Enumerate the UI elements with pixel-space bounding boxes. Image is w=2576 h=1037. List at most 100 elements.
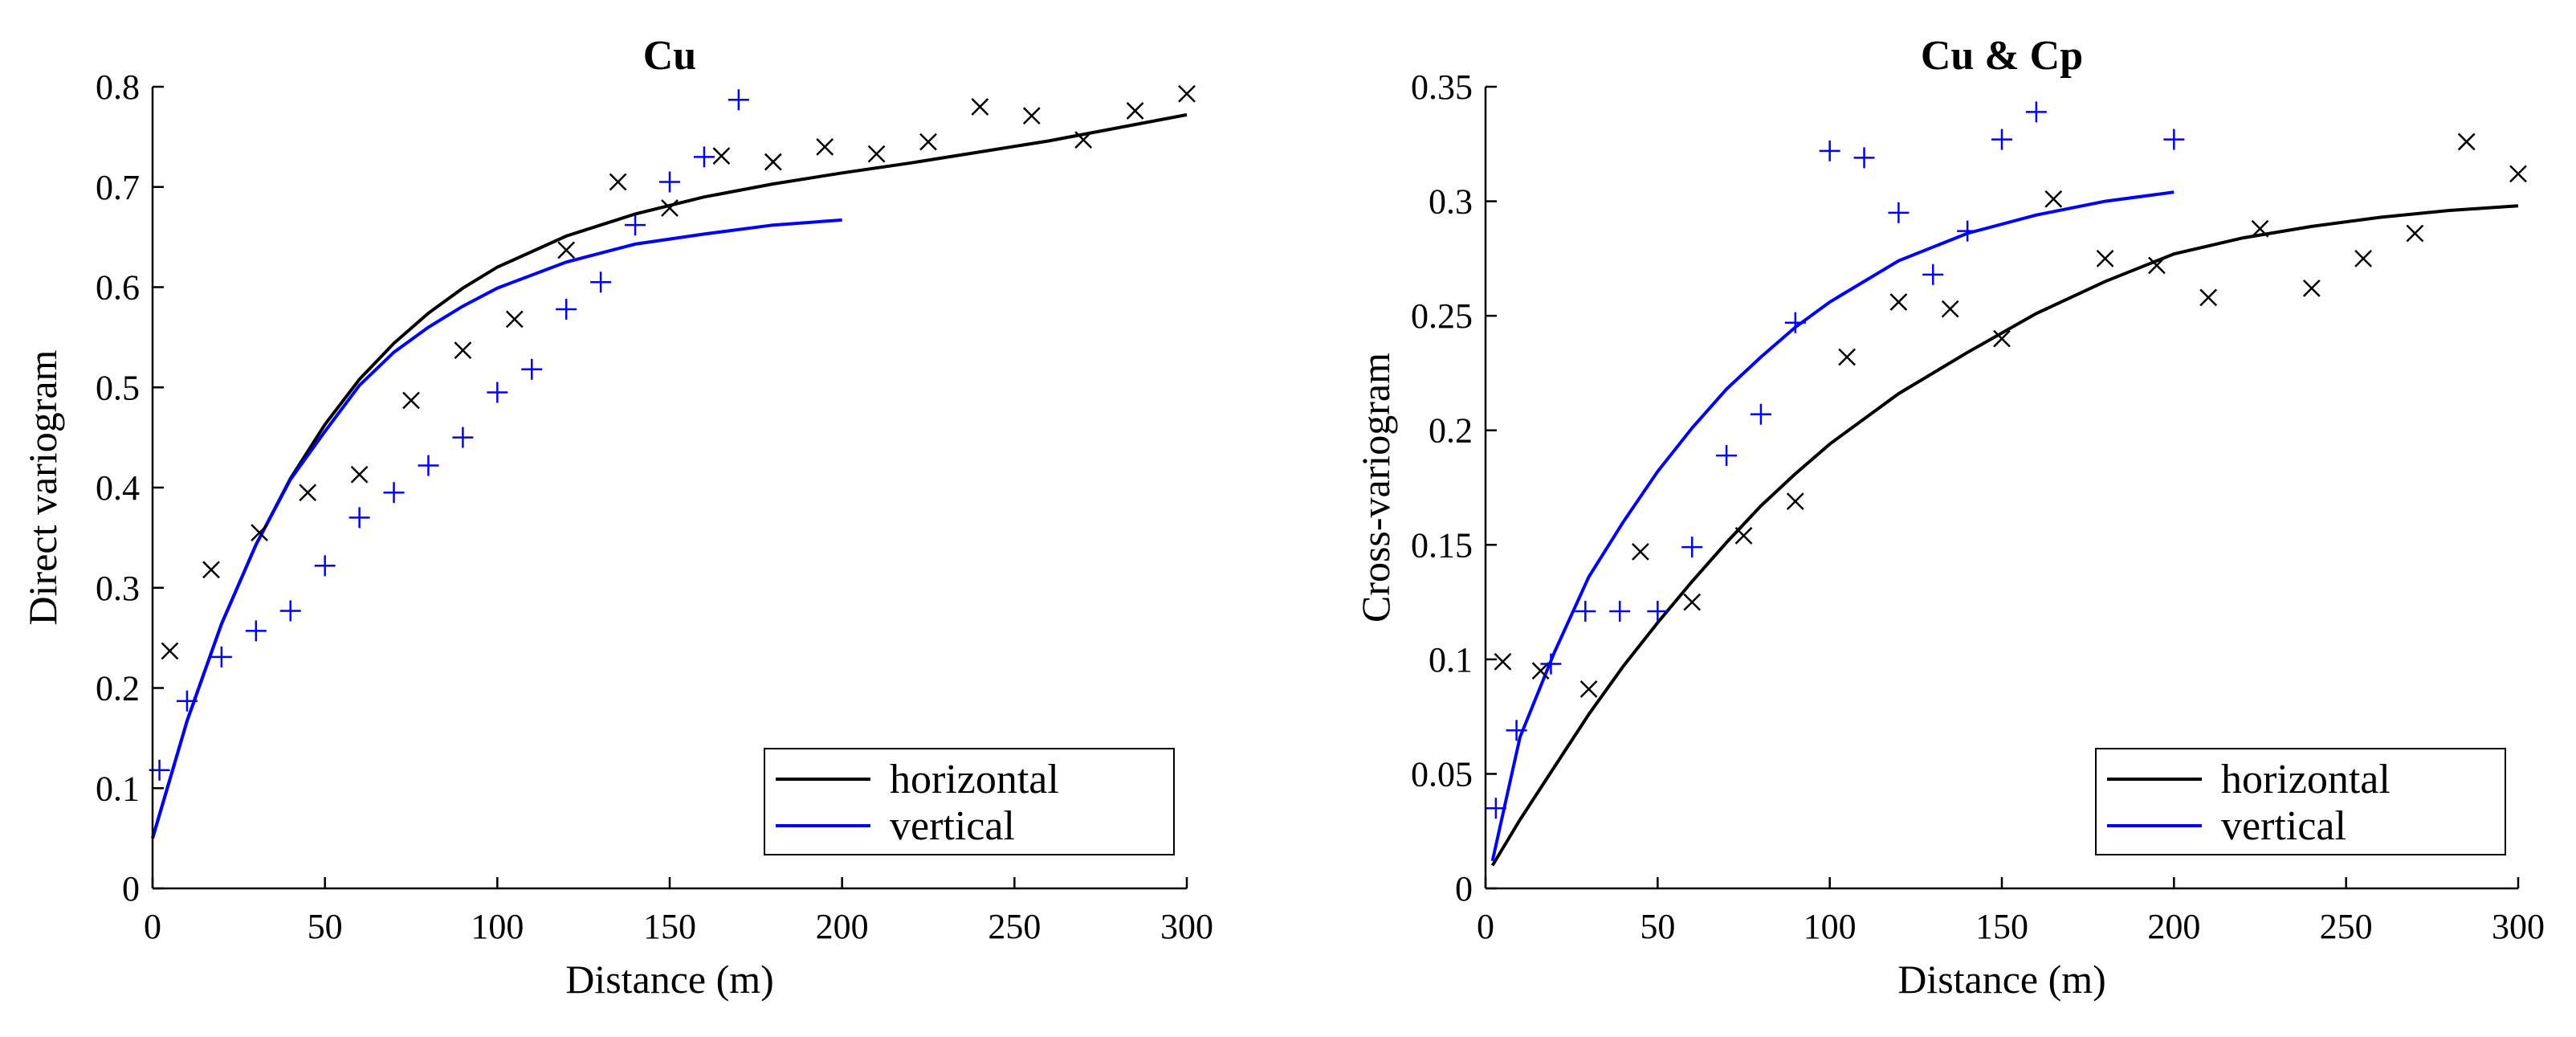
point-horizontal: [505, 310, 524, 329]
x-tick-label: 150: [643, 907, 696, 946]
point-vertical: [383, 482, 405, 504]
x-tick-label: 250: [988, 907, 1041, 946]
point-vertical: [556, 298, 577, 320]
point-vertical: [348, 507, 370, 529]
x-tick-label: 0: [144, 907, 161, 946]
legend-label-horizontal: horizontal: [890, 757, 1059, 802]
point-vertical: [1991, 129, 2012, 150]
legend: horizontal vertical: [764, 748, 1175, 855]
legend-box: [2095, 748, 2506, 855]
point-vertical: [659, 171, 680, 193]
y-tick-label: 0.3: [96, 569, 140, 608]
point-horizontal: [402, 391, 420, 410]
experimental-points: [1485, 101, 2527, 819]
chart-title: Cu & Cp: [1921, 33, 2083, 79]
point-horizontal: [202, 561, 220, 579]
point-horizontal: [1579, 680, 1598, 698]
point-horizontal: [2406, 224, 2424, 243]
point-vertical: [1485, 798, 1506, 819]
point-vertical: [1575, 600, 1596, 622]
model-curve-horizontal: [1490, 204, 2519, 867]
x-tick-label: 50: [1640, 907, 1675, 946]
point-vertical: [1888, 202, 1910, 223]
point-vertical: [314, 555, 336, 577]
x-axis-label: Distance (m): [565, 957, 774, 1002]
point-horizontal: [1022, 107, 1041, 125]
point-vertical: [1957, 220, 1979, 242]
y-tick-label: 0: [1455, 869, 1473, 908]
x-tick-label: 300: [2492, 907, 2545, 946]
y-tick-label: 0.8: [96, 67, 140, 107]
y-tick-label: 0.2: [96, 669, 140, 708]
x-tick-label: 100: [1804, 907, 1857, 946]
point-horizontal: [1126, 102, 1144, 120]
point-vertical: [210, 646, 232, 668]
x-tick-label: 150: [1975, 907, 2028, 946]
point-horizontal: [661, 199, 679, 217]
y-tick-label: 0.2: [1429, 411, 1473, 451]
legend-label-horizontal: horizontal: [2221, 757, 2391, 802]
y-tick-label: 0.25: [1411, 296, 1473, 336]
point-horizontal: [1683, 593, 1702, 611]
legend-label-vertical: vertical: [890, 803, 1015, 849]
point-horizontal: [1734, 526, 1753, 545]
point-vertical: [176, 690, 198, 712]
point-vertical: [1922, 263, 1944, 285]
point-horizontal: [161, 642, 179, 660]
point-horizontal: [251, 524, 268, 542]
point-horizontal: [712, 147, 731, 165]
x-tick-label: 100: [471, 907, 524, 946]
point-vertical: [1716, 445, 1738, 467]
point-horizontal: [2044, 190, 2063, 208]
point-vertical: [1681, 537, 1703, 558]
chart-cu-cp: 0 50 100 150 200 250 300 0 0.05 0.1 0.15 0.2 0.25 0.3…: [1353, 33, 2545, 1002]
point-vertical: [1750, 403, 1771, 425]
point-vertical: [487, 382, 508, 403]
point-horizontal: [764, 153, 782, 171]
model-curves: [151, 112, 1188, 839]
point-horizontal: [971, 98, 989, 116]
y-tick-label: 0.5: [96, 368, 140, 407]
point-horizontal: [1941, 300, 1959, 318]
point-vertical: [1784, 312, 1806, 333]
point-vertical: [1506, 720, 1527, 741]
point-horizontal: [2354, 249, 2372, 267]
point-vertical: [590, 271, 612, 293]
point-horizontal: [2302, 280, 2321, 297]
model-curve-vertical: [1490, 190, 2175, 862]
y-tick-label: 0.3: [1429, 182, 1473, 222]
point-vertical: [625, 214, 646, 236]
point-horizontal: [1786, 492, 1804, 510]
point-horizontal: [1178, 84, 1196, 103]
point-horizontal: [454, 341, 472, 359]
chart-title: Cu: [643, 33, 696, 79]
point-vertical: [1819, 140, 1840, 161]
point-horizontal: [919, 133, 937, 151]
point-horizontal: [350, 465, 369, 484]
y-tick-label: 0.05: [1411, 754, 1473, 794]
point-horizontal: [2199, 288, 2218, 307]
point-horizontal: [609, 173, 627, 191]
point-vertical: [418, 455, 439, 476]
point-vertical: [2025, 101, 2047, 123]
legend-box: [764, 748, 1175, 855]
chart-cu: 0 50 100 150 200 250 300 0 0.1 0.2 0.3 0.4 0.5 0.6 0.7…: [20, 33, 1213, 1002]
point-vertical: [245, 620, 267, 642]
point-horizontal: [299, 484, 317, 502]
point-horizontal: [816, 137, 834, 156]
point-horizontal: [1531, 662, 1550, 680]
y-tick-label: 0.1: [96, 769, 140, 808]
y-tick-label: 0.4: [96, 468, 140, 508]
point-vertical: [1609, 600, 1631, 622]
model-curve-vertical: [151, 218, 842, 839]
x-tick-label: 200: [816, 907, 869, 946]
point-vertical: [452, 427, 474, 448]
point-horizontal: [1494, 652, 1512, 671]
point-horizontal: [2251, 219, 2269, 238]
axes: 0 50 100 150 200 250 300 0 0.1 0.2 0.3 0.4 0.5 0.6 0.7…: [96, 67, 1213, 946]
y-axis-label: Cross-variogram: [1353, 353, 1398, 623]
point-horizontal: [1074, 131, 1093, 149]
y-tick-label: 0.35: [1411, 67, 1473, 107]
point-horizontal: [2509, 165, 2527, 183]
